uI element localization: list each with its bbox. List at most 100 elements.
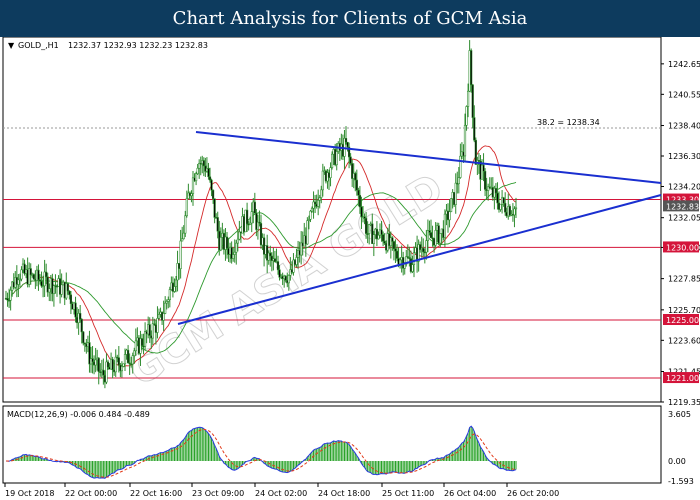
macd-axis: 3.605 0.00 -1.593 [668, 410, 694, 486]
time-axis: 19 Oct 2018 22 Oct 00:00 22 Oct 16:00 23 Oc… [4, 483, 559, 498]
candle-body [111, 358, 114, 371]
price-tick-label: 1223.60 [668, 336, 700, 345]
price-axis: 1242.65 1240.55 1238.40 1236.30 1234.20 1232.… [661, 60, 700, 407]
candle-body [216, 217, 219, 232]
candle-body [411, 264, 414, 272]
candle-body [176, 263, 179, 281]
candle-body [45, 271, 48, 278]
price-tick-label: 1236.30 [668, 152, 700, 161]
price-tag-box [663, 200, 699, 212]
candle-body [20, 269, 23, 280]
candle-body [422, 247, 425, 253]
time-tick-label: 23 Oct 09:00 [192, 489, 244, 498]
candle-body [250, 211, 253, 224]
candle-body [508, 206, 511, 216]
price-tag-label: 1232.83 [666, 202, 699, 211]
candle-body [320, 189, 323, 198]
price-tick-label: 1227.85 [668, 275, 700, 284]
candle-body [482, 164, 485, 172]
price-tag-label: 1225.00 [666, 316, 699, 325]
candle-body [148, 324, 151, 336]
price-panel [2, 37, 662, 403]
candle-body [122, 363, 125, 367]
price-tag-box [663, 241, 699, 253]
candle-body [130, 363, 133, 366]
candle-body [471, 84, 474, 118]
time-tick-label: 22 Oct 00:00 [65, 489, 117, 498]
candle-body [377, 234, 380, 240]
macd-tick-label: 3.605 [668, 410, 691, 419]
candle-body [140, 338, 144, 347]
candle-body [18, 278, 22, 281]
candle-body [91, 358, 94, 363]
macd-histogram [7, 426, 517, 479]
candle-body [52, 285, 56, 295]
candle-body [17, 279, 20, 285]
candle-body [143, 331, 147, 347]
candle-body [395, 250, 399, 259]
candle-body [230, 246, 233, 259]
candle-body [368, 224, 371, 234]
candle-body [394, 248, 397, 252]
candle-body [48, 288, 51, 293]
candle-body [371, 223, 374, 244]
candle-body [181, 238, 184, 242]
candle-body [80, 318, 83, 333]
candle-body [179, 240, 182, 270]
candle-body [346, 141, 349, 148]
candle-body [133, 350, 136, 356]
candle-body [156, 318, 159, 333]
candle-body [408, 257, 411, 259]
candle-body [329, 167, 332, 179]
candle-body [32, 274, 35, 280]
candle-body [466, 90, 470, 107]
candle-body [434, 230, 437, 246]
candle-body [448, 211, 451, 221]
candle-body [131, 355, 134, 365]
candle-body [123, 354, 127, 365]
price-tag-box [663, 372, 699, 384]
candle-body [7, 299, 11, 302]
candle-body [191, 177, 195, 194]
candle-body [459, 155, 462, 178]
symbol-label: GOLD_,H1 [18, 41, 59, 50]
candle-body [259, 223, 263, 246]
candle-body [225, 236, 229, 249]
candle-body [392, 241, 396, 250]
candle-body [344, 138, 348, 143]
candle-body [429, 232, 433, 239]
candle-body [477, 160, 481, 162]
ohlc-label: 1232.37 1232.93 1232.23 1232.83 [68, 41, 208, 50]
candle-body [405, 256, 408, 265]
candle-body [68, 290, 71, 296]
time-tick-label: 24 Oct 02:00 [255, 489, 307, 498]
candle-body [347, 146, 351, 158]
candle-body [233, 251, 236, 255]
candle-body [372, 234, 375, 244]
candle-body [412, 252, 416, 265]
candle-body [354, 173, 357, 181]
candle-body [454, 182, 457, 205]
candle-body [153, 323, 156, 326]
time-tick-label: 22 Oct 16:00 [130, 489, 182, 498]
candle-body [184, 215, 187, 234]
candle-body [165, 301, 168, 304]
candle-body [380, 229, 383, 235]
candle-body [360, 206, 363, 218]
collapse-triangle-icon[interactable]: ▼ [8, 41, 15, 50]
candle-body [284, 275, 287, 281]
candle-body [463, 124, 467, 157]
fib-label: 38.2 = 1238.34 [537, 118, 600, 127]
candle-body [105, 361, 108, 383]
candle-body [470, 50, 473, 86]
price-tag-box [663, 193, 699, 205]
candle-body [43, 271, 46, 287]
candle-body [69, 294, 73, 305]
candle-body [66, 283, 69, 292]
trading-chart: GCM ASIA GOLD ▼ GOLD_,H1 1232.37 1232.93… [2, 37, 700, 498]
candle-body [502, 197, 505, 204]
candle-body [255, 212, 258, 230]
candle-body [173, 286, 176, 292]
price-tick-label: 1225.70 [668, 306, 700, 315]
candle-body [300, 242, 303, 256]
